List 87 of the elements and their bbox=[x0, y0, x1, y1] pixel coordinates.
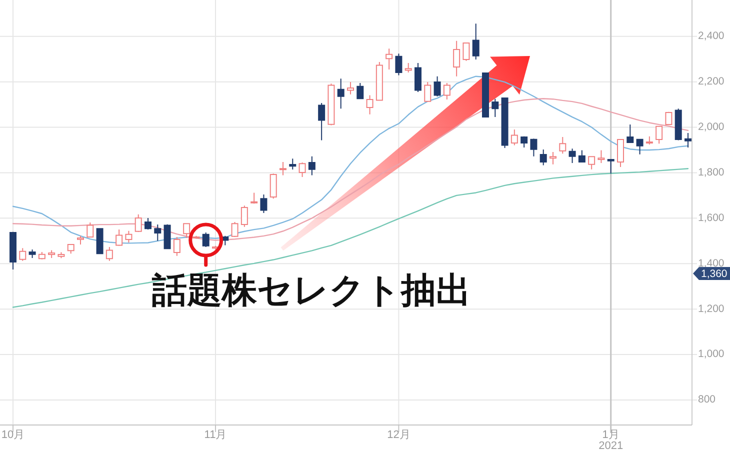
candlestick bbox=[202, 232, 210, 248]
candlestick bbox=[568, 148, 576, 164]
candlestick bbox=[462, 42, 470, 62]
candlestick bbox=[424, 82, 432, 102]
candlestick bbox=[280, 162, 286, 176]
candlestick bbox=[510, 129, 518, 146]
candlestick bbox=[607, 158, 614, 174]
candlestick bbox=[366, 94, 374, 115]
candlestick bbox=[250, 192, 258, 204]
candlestick bbox=[404, 62, 412, 73]
candlestick bbox=[337, 78, 344, 110]
x-tick-label: 1月 bbox=[602, 429, 620, 441]
y-tick-label: 2,200 bbox=[698, 75, 724, 88]
candlestick bbox=[626, 124, 634, 144]
candlestick bbox=[106, 246, 113, 262]
candlestick bbox=[347, 82, 354, 95]
candlestick bbox=[134, 214, 142, 233]
candlestick bbox=[540, 149, 547, 166]
candlestick bbox=[183, 222, 190, 238]
candlestick bbox=[298, 162, 306, 178]
candlestick bbox=[48, 250, 56, 258]
candlestick bbox=[559, 136, 566, 154]
y-tick-label: 2,400 bbox=[698, 30, 724, 42]
candlestick bbox=[492, 98, 499, 118]
candlestick bbox=[646, 136, 653, 146]
candlestick bbox=[434, 76, 441, 97]
x-tick-label: 10月 bbox=[1, 429, 25, 441]
candlestick bbox=[96, 228, 104, 255]
candlestick bbox=[10, 231, 16, 270]
candlestick bbox=[58, 252, 65, 259]
candlestick bbox=[376, 62, 383, 102]
candlestick bbox=[386, 48, 393, 70]
candlestick bbox=[636, 138, 644, 155]
candlestick bbox=[395, 53, 402, 76]
y-tick-label: 1,800 bbox=[698, 166, 724, 178]
x-tick-label: 11月 bbox=[204, 429, 227, 441]
candlestick bbox=[665, 111, 672, 126]
candlestick bbox=[414, 62, 422, 93]
candlestick bbox=[356, 82, 364, 100]
candlestick bbox=[116, 229, 123, 246]
candlestick bbox=[270, 173, 277, 200]
candlestick bbox=[77, 235, 84, 246]
candlestick bbox=[588, 156, 596, 170]
candlestick bbox=[501, 97, 508, 148]
y-tick-label: 1,400 bbox=[698, 257, 724, 270]
candlestick bbox=[530, 138, 538, 157]
line-series bbox=[12, 76, 689, 244]
candlestick bbox=[328, 83, 335, 126]
candlestick bbox=[192, 235, 200, 240]
candlestick bbox=[684, 132, 692, 148]
candlestick bbox=[674, 108, 682, 141]
candlestick bbox=[144, 217, 152, 230]
candlestick bbox=[598, 150, 605, 164]
candlestick bbox=[260, 194, 268, 214]
y-tick-label: 1,200 bbox=[698, 302, 724, 315]
candlestick bbox=[19, 248, 26, 262]
candlestick bbox=[656, 125, 663, 144]
candlestick bbox=[38, 252, 46, 260]
candlestick bbox=[240, 205, 248, 228]
annotation: 話題株セレクト抽出 bbox=[151, 271, 471, 311]
candlestick bbox=[231, 222, 238, 238]
candlestick bbox=[453, 40, 460, 77]
candlestick bbox=[154, 224, 162, 242]
candlestick bbox=[550, 152, 556, 165]
line-series bbox=[12, 168, 689, 308]
candlestick bbox=[125, 230, 132, 243]
candlestick bbox=[482, 72, 489, 118]
candlestick bbox=[308, 156, 316, 176]
candlestick bbox=[443, 82, 450, 100]
candlestick bbox=[164, 224, 171, 250]
y-tick-label: 1,600 bbox=[698, 212, 724, 224]
candlestick bbox=[617, 138, 624, 168]
candlestick bbox=[86, 222, 94, 238]
ref-line-label: 2021 bbox=[598, 440, 624, 452]
candlestick bbox=[289, 158, 296, 170]
y-tick-label: 2,000 bbox=[698, 120, 724, 133]
candlestick bbox=[472, 23, 480, 60]
candlestick bbox=[28, 249, 36, 258]
candlestick bbox=[67, 244, 74, 254]
candlestick bbox=[578, 150, 586, 163]
text: 1,360 bbox=[701, 268, 728, 280]
y-tick-label: 1,000 bbox=[698, 348, 724, 360]
candlestick bbox=[520, 136, 528, 148]
y-tick-label: 800 bbox=[698, 394, 716, 406]
x-tick-label: 12月 bbox=[387, 429, 410, 441]
candlestick bbox=[173, 236, 180, 256]
candlestick bbox=[318, 102, 326, 141]
